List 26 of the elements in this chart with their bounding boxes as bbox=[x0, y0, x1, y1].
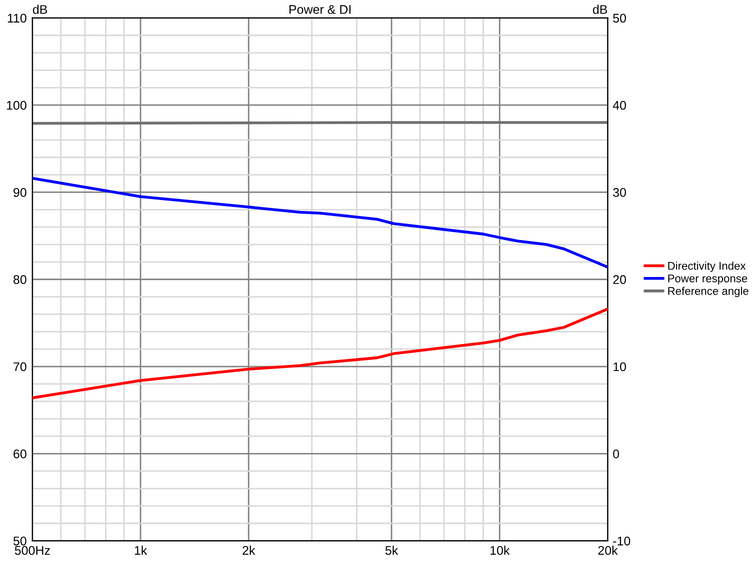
y2-tick-label: 0 bbox=[613, 449, 620, 458]
legend-label: Reference angle bbox=[668, 286, 748, 298]
y2-tick-label: 40 bbox=[612, 100, 626, 110]
y-tick-label: 60 bbox=[14, 449, 26, 458]
y2-tick-label: -10 bbox=[613, 536, 630, 546]
legend-label: Directivity Index bbox=[668, 262, 746, 272]
y2-tick-label: 10 bbox=[614, 362, 626, 372]
x-tick-label: 20k bbox=[598, 546, 618, 555]
x-tick-label: 1k bbox=[134, 546, 148, 555]
chart-title: Power & DI bbox=[289, 5, 351, 14]
x-tick-label: 10k bbox=[490, 546, 510, 555]
y2-tick-label: 20 bbox=[613, 275, 626, 284]
y-tick-label: 70 bbox=[14, 362, 26, 372]
legend-label: Power response bbox=[668, 274, 748, 285]
y-tick-label: 100 bbox=[6, 100, 26, 110]
y2-axis-title: dB bbox=[592, 4, 608, 14]
y-tick-label: 50 bbox=[13, 536, 26, 546]
y-tick-label: 110 bbox=[8, 14, 26, 23]
x-tick-label: 5k bbox=[385, 546, 398, 555]
y-tick-label: 90 bbox=[14, 188, 26, 197]
y2-tick-label: 50 bbox=[613, 14, 626, 23]
x-tick-label: 2k bbox=[242, 546, 256, 555]
x-tick-label: 500Hz bbox=[14, 546, 50, 555]
y-axis-title: dB bbox=[32, 4, 48, 14]
y-tick-label: 80 bbox=[14, 275, 26, 284]
y2-tick-label: 30 bbox=[613, 188, 626, 197]
